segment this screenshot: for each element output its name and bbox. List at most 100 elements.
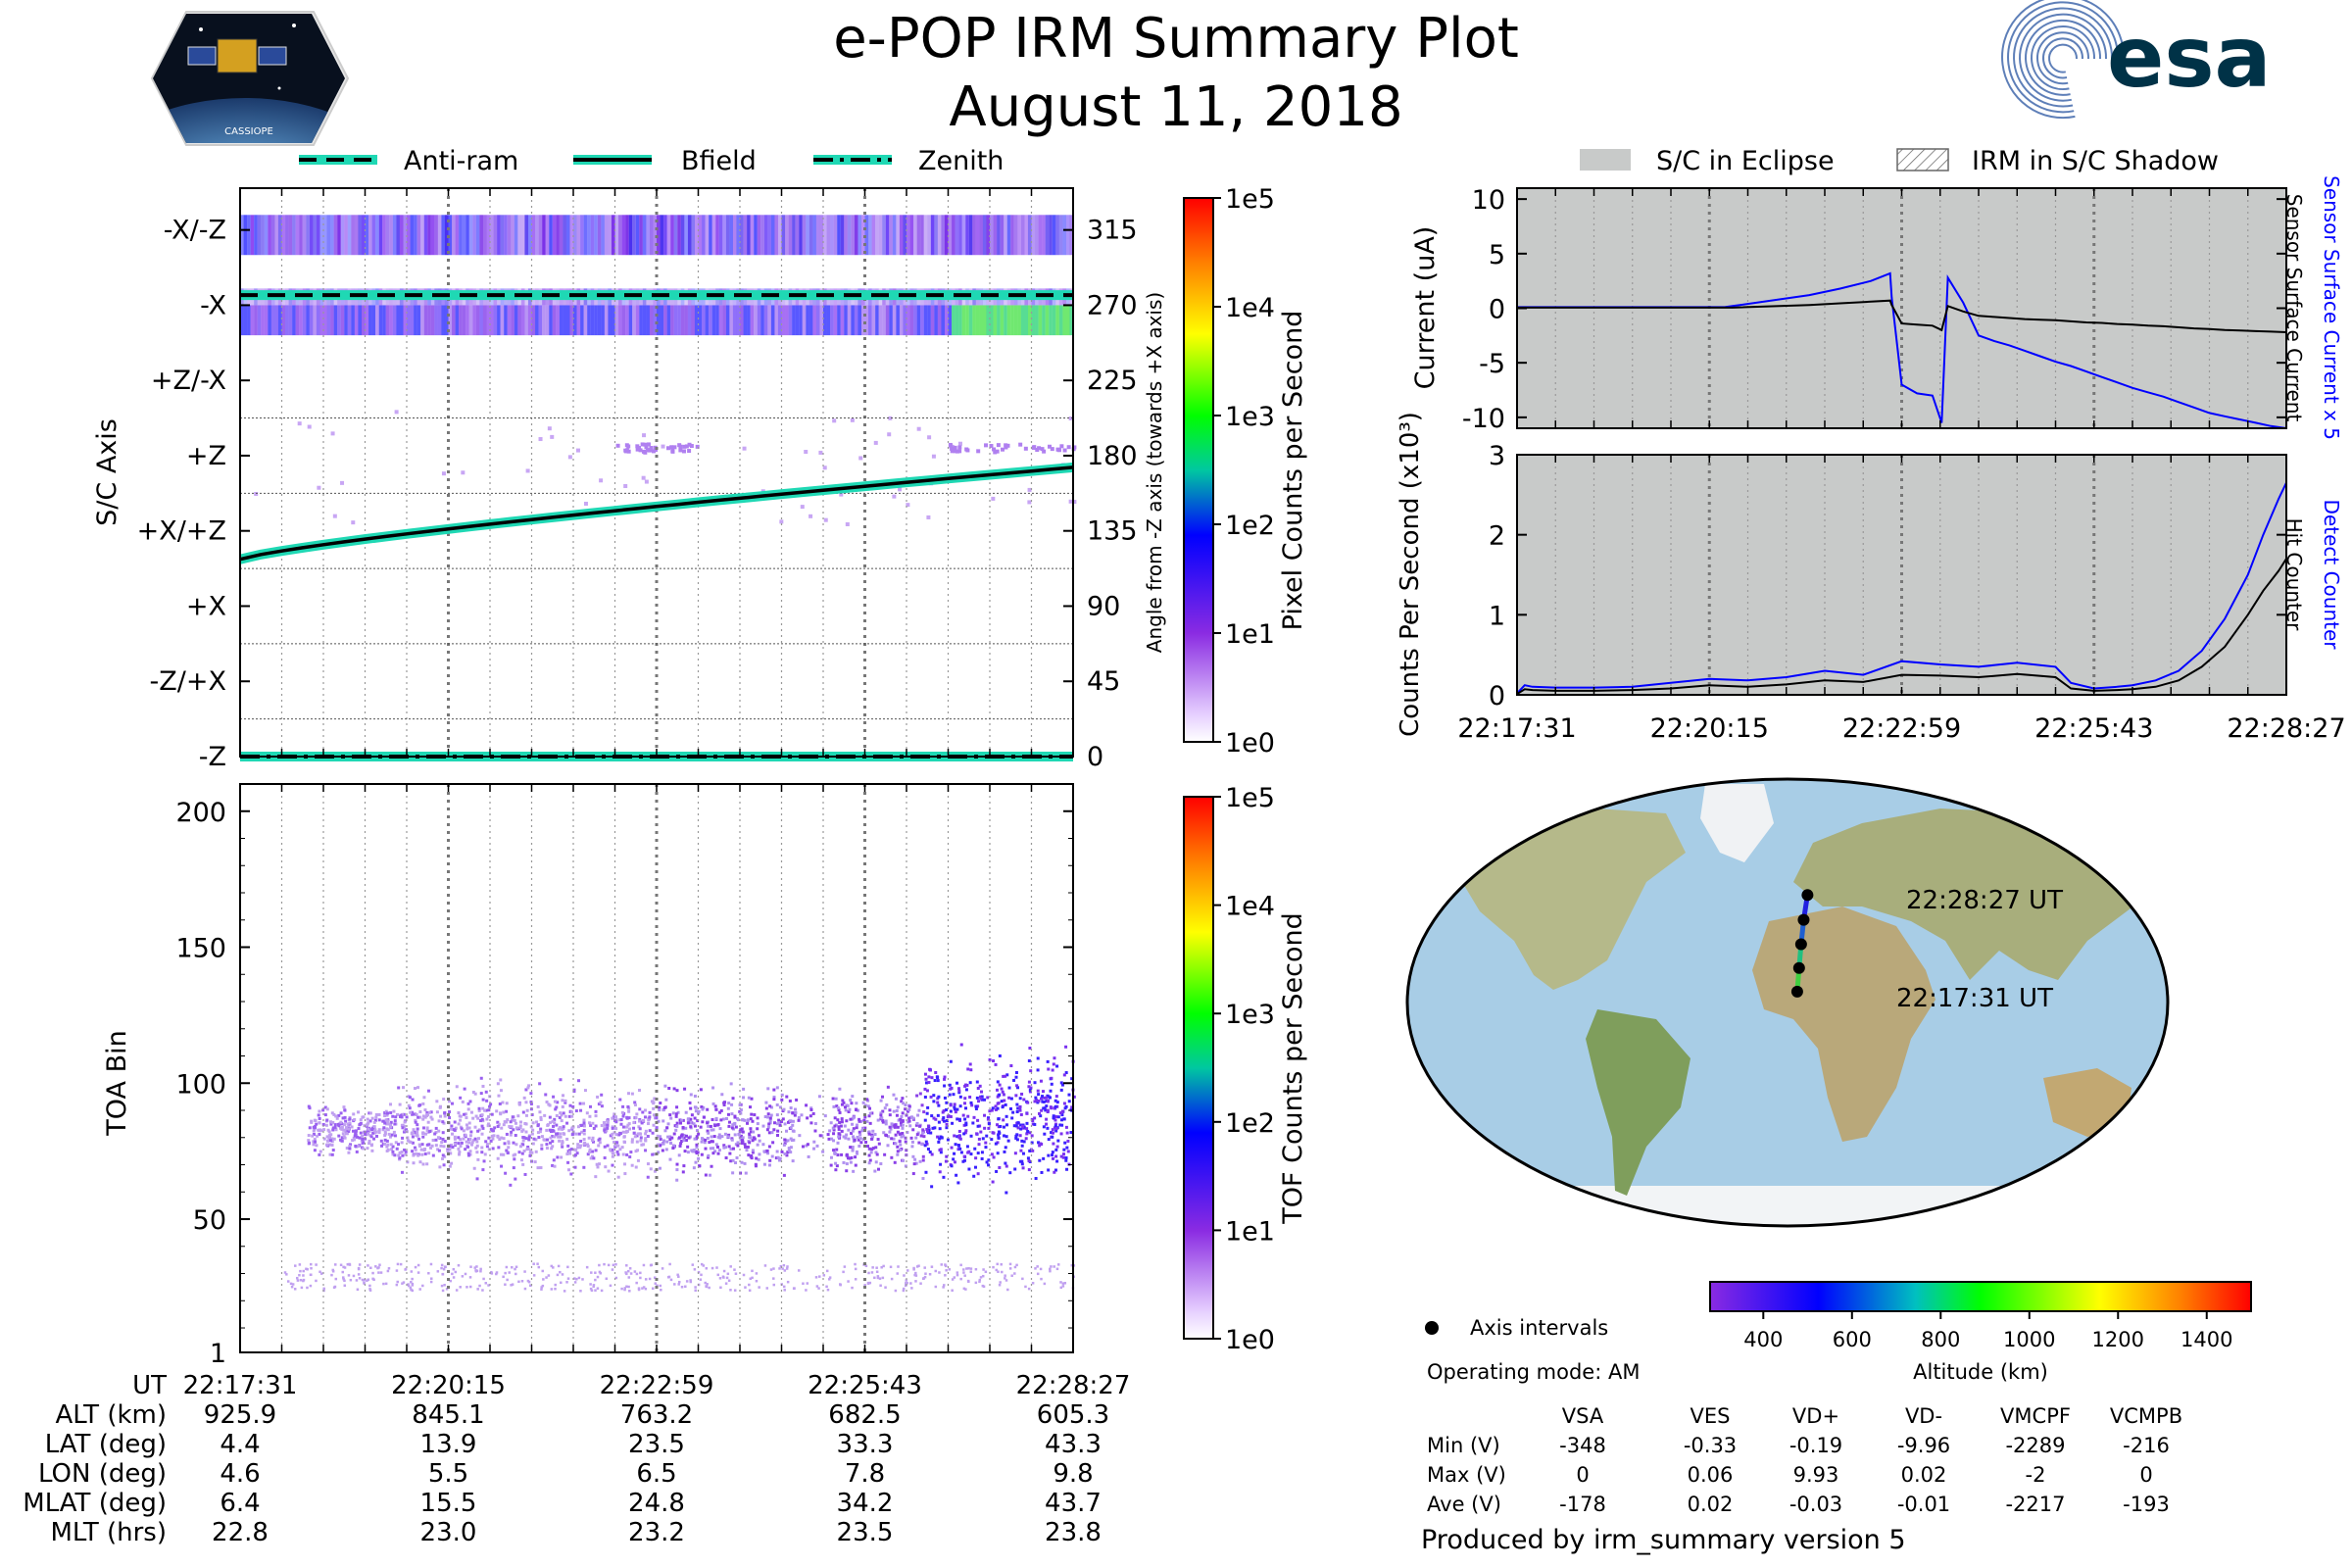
heat-cell [514, 215, 518, 256]
esa-swirl-arc [2048, 43, 2079, 74]
toa-heat-cell [1059, 1132, 1063, 1136]
toa-heat-cell [330, 1143, 334, 1147]
toa-heat-cell [512, 1141, 515, 1145]
toa-heat-cell [867, 1271, 870, 1275]
toa-heat-cell [1046, 1108, 1050, 1112]
toa-heat-cell [1026, 1129, 1030, 1133]
toa-heat-cell [637, 1088, 641, 1092]
toa-heat-cell [923, 1087, 927, 1091]
voltage-value: -216 [2123, 1434, 2170, 1457]
toa-heat-cell [879, 1113, 883, 1117]
toa-heat-cell [466, 1145, 470, 1149]
heat-cell [678, 448, 683, 453]
toa-heat-cell [532, 1262, 535, 1265]
toa-heat-cell [621, 1104, 625, 1108]
toa-heat-cell [727, 1124, 731, 1128]
toa-heat-cell [948, 1268, 952, 1271]
toa-heat-cell [918, 1159, 922, 1163]
toa-heat-cell [351, 1129, 355, 1133]
toa-heat-cell [468, 1285, 472, 1289]
toa-heat-cell [852, 1127, 856, 1131]
ephemeris-value: 682.5 [828, 1400, 901, 1430]
toa-heat-cell [813, 1129, 817, 1133]
heat-cell [1055, 215, 1059, 256]
heat-cell [1062, 215, 1066, 256]
toa-heat-cell [936, 1135, 940, 1139]
toa-heat-cell [1066, 1150, 1070, 1153]
legend-bfield-label: Bfield [681, 146, 757, 176]
toa-heat-cell [553, 1135, 557, 1139]
toa-heat-cell [330, 1273, 333, 1277]
toa-heat-cell [714, 1143, 718, 1147]
toa-heat-cell [663, 1105, 667, 1109]
toa-heat-cell [621, 1125, 625, 1129]
toa-heat-cell [565, 1281, 568, 1284]
toa-heat-cell [648, 1129, 652, 1133]
heat-cell [979, 215, 983, 256]
toa-heat-cell [886, 1135, 890, 1139]
toa-heat-cell [832, 1128, 836, 1132]
toa-heat-cell [310, 1119, 314, 1123]
toa-heat-cell [357, 1145, 361, 1149]
toa-heat-cell [885, 1134, 889, 1138]
toa-heat-cell [962, 1123, 966, 1127]
toa-heat-cell [776, 1155, 780, 1159]
toa-heat-cell [564, 1114, 567, 1118]
heat-cell [1062, 305, 1066, 336]
toa-heat-cell [943, 1075, 947, 1079]
heat-cell [677, 305, 681, 336]
heat-cell [747, 215, 751, 256]
toa-heat-cell [992, 1265, 995, 1269]
legend-antiram: Anti-ram [299, 146, 518, 176]
toa-heat-cell [410, 1288, 413, 1292]
toa-heat-cell [998, 1165, 1002, 1169]
heat-cell [497, 215, 501, 256]
toa-heat-cell [322, 1287, 325, 1291]
toa-heat-cell [393, 1153, 397, 1157]
toa-heat-cell [860, 1127, 864, 1131]
toa-heat-cell [922, 1135, 926, 1139]
toa-heat-cell [866, 1281, 870, 1285]
heat-cell [672, 445, 677, 450]
toa-heat-cell [1008, 1106, 1012, 1110]
toa-heat-cell [327, 1130, 331, 1134]
ephemeris-value: 23.2 [628, 1518, 685, 1547]
toa-heat-cell [762, 1162, 766, 1166]
toa-heat-cell [422, 1149, 426, 1152]
toa-heat-cell [343, 1279, 346, 1283]
heat-cell [550, 434, 555, 439]
toa-heat-cell [430, 1117, 434, 1121]
toa-heat-cell [388, 1125, 392, 1129]
toa-heat-cell [377, 1118, 381, 1122]
toa-heat-cell [572, 1088, 576, 1092]
heat-cell [955, 305, 959, 336]
toa-heat-cell [407, 1283, 410, 1286]
toa-heat-cell [1052, 1062, 1055, 1066]
toa-heat-cell [653, 1276, 657, 1279]
toa-heat-cell [1008, 1171, 1012, 1175]
toa-heat-cell [931, 1126, 935, 1130]
toa-heat-cell [867, 1130, 871, 1134]
heat-cell [250, 305, 255, 336]
toa-heat-cell [813, 1122, 817, 1126]
toa-heat-cell [518, 1124, 522, 1128]
toa-heat-cell [467, 1121, 471, 1125]
toa-heat-cell [401, 1126, 405, 1130]
toa-heat-cell [972, 1115, 976, 1119]
toa-heat-cell [974, 1104, 978, 1108]
toa-heat-cell [417, 1143, 421, 1147]
toa-heat-cell [902, 1289, 906, 1293]
heat-cell [873, 440, 878, 445]
toa-heat-cell [962, 1154, 966, 1158]
toa-heat-cell [1064, 1104, 1068, 1108]
toa-heat-cell [368, 1284, 371, 1288]
toa-heat-cell [719, 1118, 723, 1122]
toa-heat-cell [669, 1278, 673, 1282]
toa-heat-cell [918, 1124, 922, 1128]
heat-cell [504, 305, 508, 336]
toa-heat-cell [766, 1115, 770, 1119]
toa-heat-cell [749, 1105, 753, 1109]
toa-heat-cell [676, 1273, 679, 1277]
heat-cell [976, 449, 981, 454]
